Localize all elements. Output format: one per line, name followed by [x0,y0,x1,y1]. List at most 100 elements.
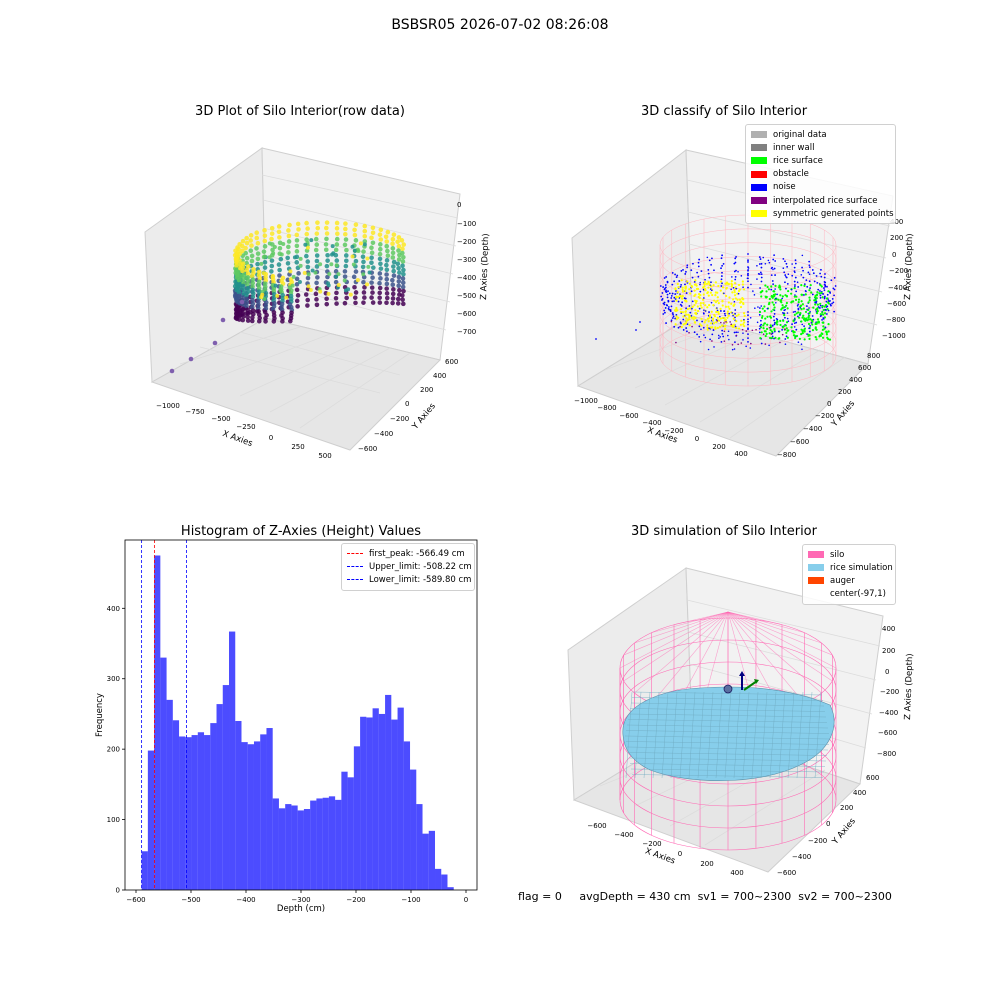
noise-point [805,305,808,307]
scatter-point [259,295,264,300]
symmetric-point [700,324,703,327]
scatter-point [237,258,242,263]
scatter-point [262,254,267,259]
noise-point [700,270,703,273]
noise-point [682,269,684,271]
symmetric-point [675,306,678,310]
legend-swatch [808,591,824,598]
noise-point [758,263,761,265]
scatter-point [336,272,341,277]
rice-surface-point [821,328,824,331]
scatter-point [378,242,383,247]
noise-point [825,300,828,303]
scatter-point [397,252,402,258]
symmetric-point [711,319,715,322]
symmetric-point [719,289,722,292]
rice-surface-point [799,305,802,308]
symmetric-point [713,299,716,302]
noise-point [822,293,825,295]
rice-surface-point [822,325,825,328]
noise-point [668,292,671,295]
scatter-point [313,270,318,275]
noise-point [665,286,667,289]
scatter-point [390,255,396,260]
noise-point [796,304,799,307]
noise-point [685,327,688,329]
noise-point [747,273,749,276]
scatter-point [249,304,255,310]
scatter-point [323,247,329,253]
rice-surface-point [815,294,818,297]
interpolated-point [720,321,722,324]
rice-surface-point [769,324,772,327]
scatter-point [294,238,300,243]
noise-point [709,338,711,341]
rice-surface-point [828,338,832,341]
rice-surface-point [770,285,773,288]
symmetric-point [725,287,728,290]
noise-point [809,287,811,290]
noise-point [728,338,730,341]
rice-surface-point [794,336,797,340]
noise-point [706,256,709,259]
scatter-point [365,256,370,261]
symmetric-point [719,307,722,310]
rice-surface-point [790,292,793,295]
rice-surface-point [808,299,811,302]
panel1-ztick: −600 [457,310,476,318]
scatter-point [352,295,358,300]
rice-surface-point [772,308,775,311]
symmetric-point [715,321,718,324]
noise-point [772,324,774,327]
rice-surface-point [804,310,808,314]
symmetric-point [675,318,678,321]
rice-mesh-line [733,691,741,779]
scatter-point [245,282,250,287]
scatter-point [324,301,330,307]
noise-point [723,310,726,312]
noise-point [747,267,750,269]
panel2-ztick: −400 [888,284,907,292]
symmetric-point [725,281,729,284]
rice-mesh-line [697,691,705,779]
histogram-xtick-label: −500 [181,896,200,904]
symmetric-point [739,323,742,326]
symmetric-point [740,300,743,303]
scatter-point [342,284,348,290]
panel3-histogram: −600 −500 −400 −300 −200 −100 0 0100200300400 … [95,539,478,914]
noise-point [732,314,734,317]
scatter-point [362,239,368,244]
scatter-point [342,274,348,279]
noise-point [691,276,694,279]
legend-swatch [751,144,767,152]
rice-surface-point [795,295,798,298]
scatter-point [353,290,359,295]
status-sv2: sv2 = 700~2300 [798,890,892,903]
noise-point [724,314,727,317]
panel1-xtick: 500 [318,452,331,460]
symmetric-point [697,309,700,313]
rice-surface-point [800,308,803,311]
scatter-point [241,280,246,285]
noise-point [773,254,776,257]
panel1-ytick: 400 [433,372,446,380]
histogram-bar [260,734,267,890]
scatter-point [236,305,242,311]
noise-point [679,303,682,306]
rice-surface-point [807,322,811,326]
scatter-point [397,270,402,275]
scatter-point [362,242,367,247]
symmetric-point [725,294,728,298]
panel1-ztick: −400 [457,274,476,282]
noise-point [747,261,749,263]
scatter-point [263,319,268,324]
scatter-point [245,311,251,316]
symmetric-point [674,309,677,313]
rice-surface-point [797,298,801,301]
noise-point [790,288,793,291]
symmetric-point [731,291,734,294]
scatter-point [325,258,330,263]
rice-surface-point [759,326,763,329]
symmetric-point [730,302,733,305]
symmetric-point [716,296,719,299]
